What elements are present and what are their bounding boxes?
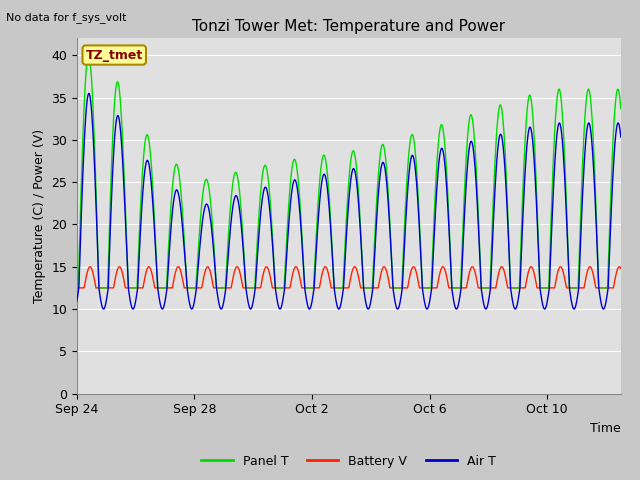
Air T: [73, 299, 81, 304]
Battery V: [617, 265, 625, 271]
Air T: [617, 132, 625, 138]
Panel T: [617, 102, 625, 108]
Air T: [412, 167, 419, 173]
Line: Air T: Air T: [77, 94, 621, 309]
Panel T: [412, 150, 419, 156]
Panel T: [189, 285, 197, 291]
Panel T: [617, 106, 625, 112]
Battery V: [565, 285, 573, 291]
Line: Panel T: Panel T: [77, 55, 621, 288]
Battery V: [73, 285, 81, 291]
X-axis label: Time: Time: [590, 422, 621, 435]
Text: No data for f_sys_volt: No data for f_sys_volt: [6, 12, 127, 23]
Battery V: [225, 285, 232, 291]
Battery V: [189, 285, 197, 291]
Text: TZ_tmet: TZ_tmet: [86, 48, 143, 61]
Air T: [566, 286, 573, 291]
Panel T: [73, 285, 81, 291]
Title: Tonzi Tower Met: Temperature and Power: Tonzi Tower Met: Temperature and Power: [192, 20, 506, 35]
Battery V: [412, 266, 419, 272]
Line: Battery V: Battery V: [77, 267, 621, 288]
Air T: [617, 134, 625, 140]
Panel T: [402, 196, 410, 202]
Air T: [423, 306, 431, 312]
Battery V: [402, 285, 410, 291]
Air T: [402, 216, 410, 222]
Battery V: [617, 265, 625, 271]
Panel T: [565, 282, 573, 288]
Air T: [225, 244, 233, 250]
Y-axis label: Temperature (C) / Power (V): Temperature (C) / Power (V): [33, 129, 45, 303]
Battery V: [439, 264, 447, 270]
Panel T: [225, 226, 233, 232]
Panel T: [84, 52, 92, 58]
Air T: [189, 303, 197, 309]
Air T: [85, 91, 93, 96]
Legend: Panel T, Battery V, Air T: Panel T, Battery V, Air T: [196, 450, 501, 473]
